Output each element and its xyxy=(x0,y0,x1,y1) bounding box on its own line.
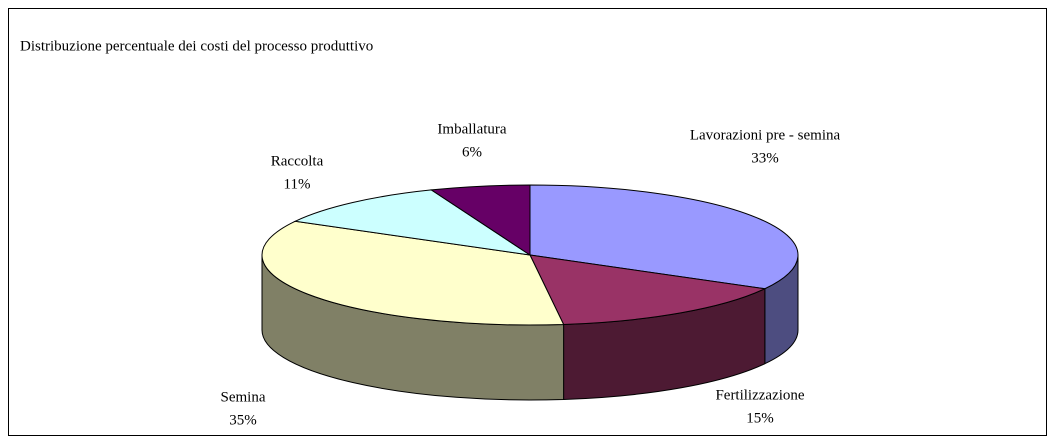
slice-label: Lavorazioni pre - semina xyxy=(690,127,841,143)
pie-slice xyxy=(293,189,531,256)
slice-label: Fertilizzazione xyxy=(715,387,804,403)
pie-slice xyxy=(529,184,799,290)
chart-title: Distribuzione percentuale dei costi del … xyxy=(20,38,373,54)
slice-label: Imballatura xyxy=(437,121,506,137)
slice-value-label: 11% xyxy=(284,176,311,192)
slice-value-label: 35% xyxy=(229,412,257,428)
pie-slice xyxy=(429,184,531,256)
slice-label: Raccolta xyxy=(271,153,324,169)
pie-slice xyxy=(529,254,767,325)
slice-value-label: 6% xyxy=(462,144,482,160)
slice-value-label: 33% xyxy=(751,150,779,166)
slice-label: Semina xyxy=(221,389,266,405)
slice-value-label: 15% xyxy=(746,410,774,426)
pie-slice xyxy=(261,220,565,326)
